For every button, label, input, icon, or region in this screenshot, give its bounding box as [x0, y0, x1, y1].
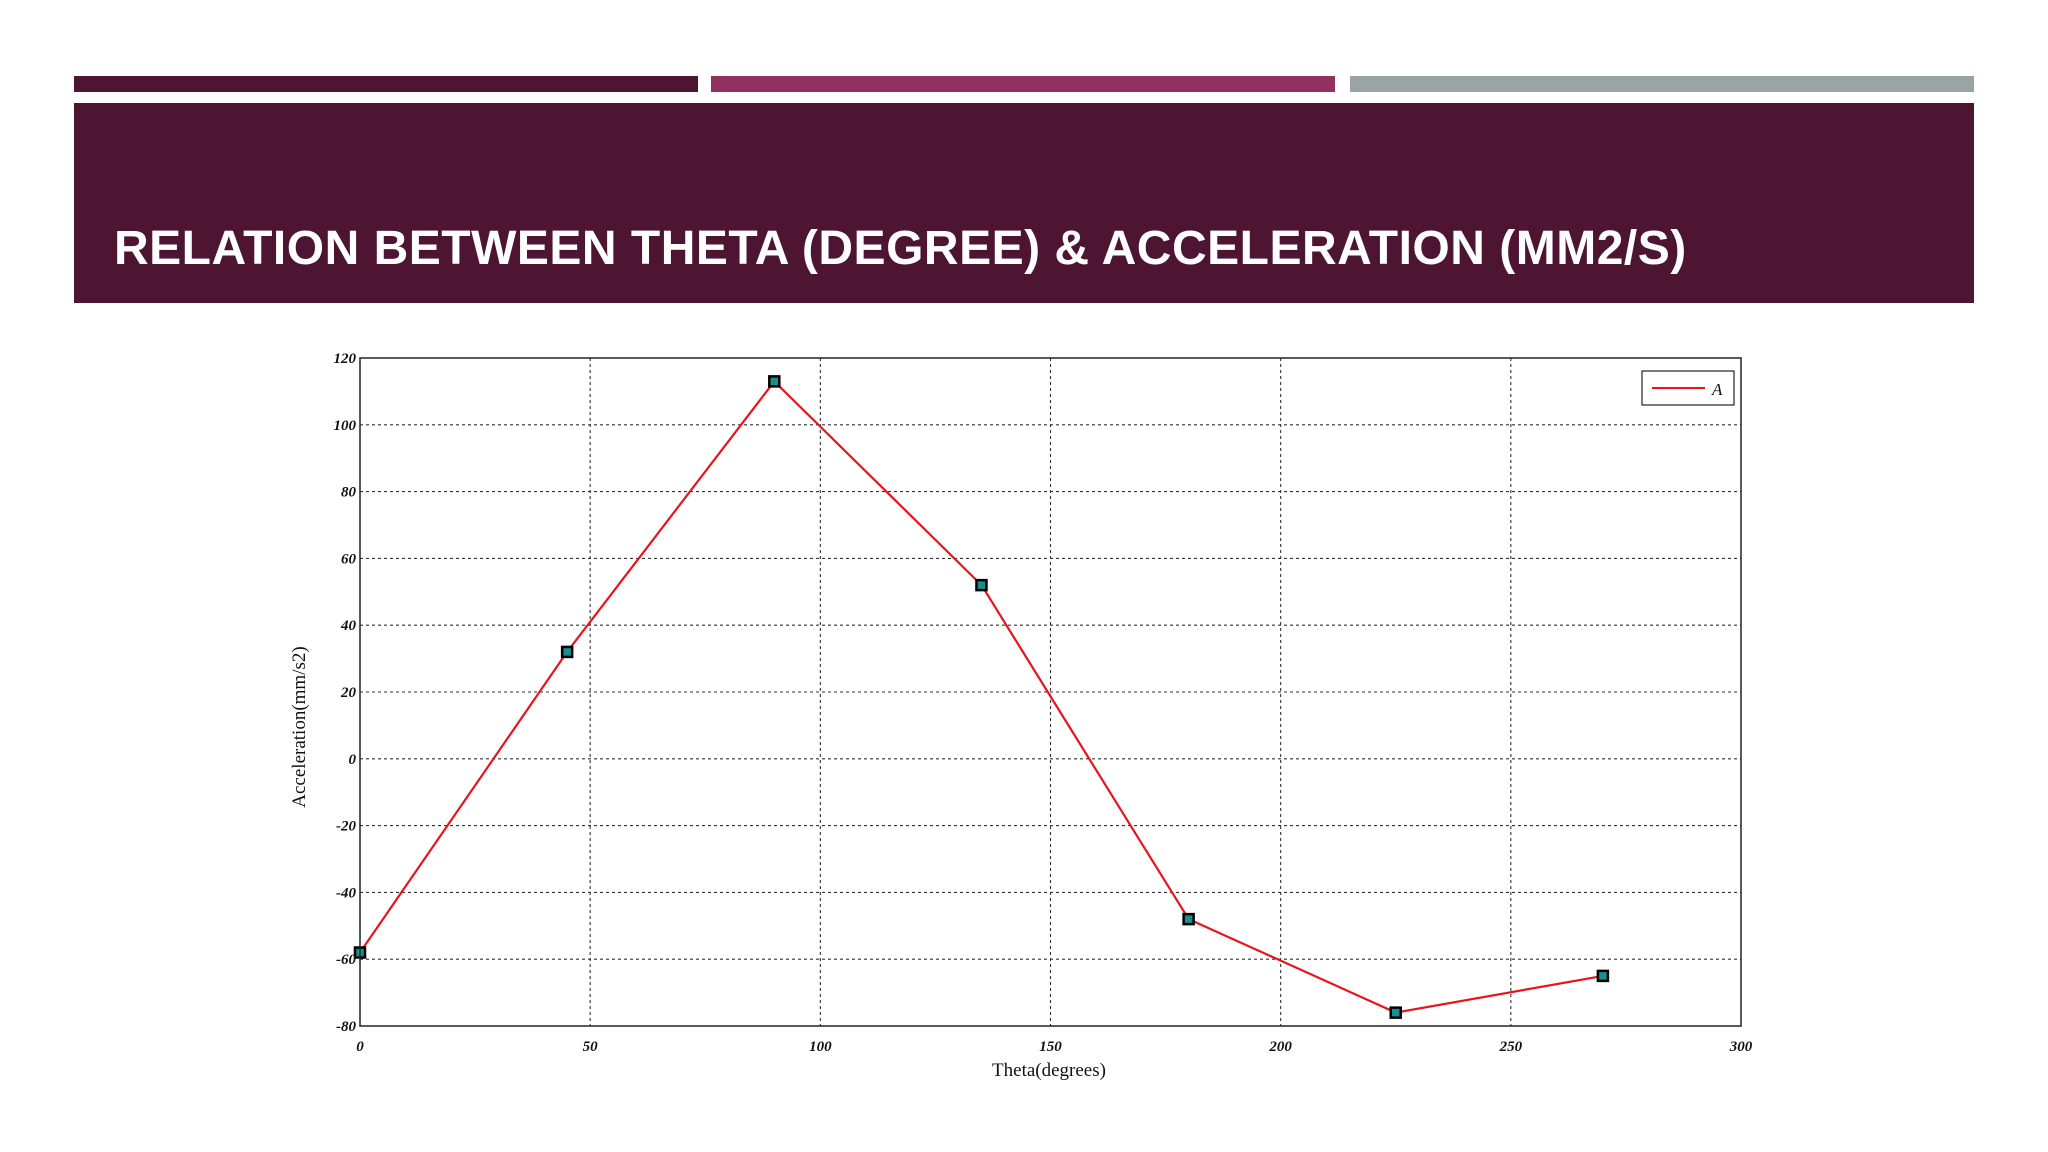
- data-point-marker: [560, 645, 574, 659]
- y-tick-label: -60: [336, 952, 356, 968]
- accent-bar-magenta: [711, 76, 1335, 92]
- data-point-marker: [1182, 912, 1195, 926]
- x-tick-label: 50: [583, 1039, 599, 1055]
- slide-title: RELATION BETWEEN THETA (DEGREE) & ACCELE…: [114, 222, 1687, 275]
- x-tick-label: 250: [1499, 1039, 1523, 1055]
- x-tick-labels: 0 50 100 150 200 250 300: [356, 1039, 1753, 1055]
- y-tick-label: 80: [341, 485, 357, 501]
- data-point-marker: [1389, 1006, 1402, 1019]
- y-tick-label: -20: [336, 819, 356, 835]
- data-point-marker: [768, 375, 781, 388]
- legend-label: A: [1711, 380, 1723, 399]
- x-axis-title: Theta(degrees): [992, 1060, 1106, 1081]
- x-tick-label: 200: [1268, 1039, 1292, 1055]
- x-tick-label: 0: [356, 1039, 364, 1055]
- y-tick-label: 20: [340, 685, 357, 701]
- data-point-marker: [975, 578, 988, 592]
- y-tick-label: -80: [336, 1019, 356, 1035]
- y-tick-label: 0: [349, 752, 357, 768]
- y-tick-label: 100: [334, 418, 357, 434]
- accent-bar-dark: [74, 76, 698, 92]
- x-tick-label: 300: [1729, 1039, 1753, 1055]
- y-tick-label: -40: [336, 885, 356, 901]
- data-point-marker: [1596, 969, 1610, 983]
- plot-frame: [359, 357, 1742, 1027]
- x-tick-label: 100: [809, 1039, 832, 1055]
- y-tick-label: 40: [340, 618, 357, 634]
- legend: A: [1641, 370, 1735, 406]
- accent-bar-gray: [1350, 76, 1974, 92]
- title-banner: RELATION BETWEEN THETA (DEGREE) & ACCELE…: [74, 103, 1974, 303]
- y-tick-label: 120: [334, 351, 357, 367]
- y-tick-label: 60: [341, 551, 357, 567]
- grid-lines: [360, 358, 1741, 1026]
- x-tick-label: 150: [1039, 1039, 1062, 1055]
- y-axis-title: Acceleration(mm/s2): [289, 646, 310, 807]
- y-tick-labels: 120 100 80 60 40 20 0 -20 -40 -60 -80: [334, 351, 357, 1035]
